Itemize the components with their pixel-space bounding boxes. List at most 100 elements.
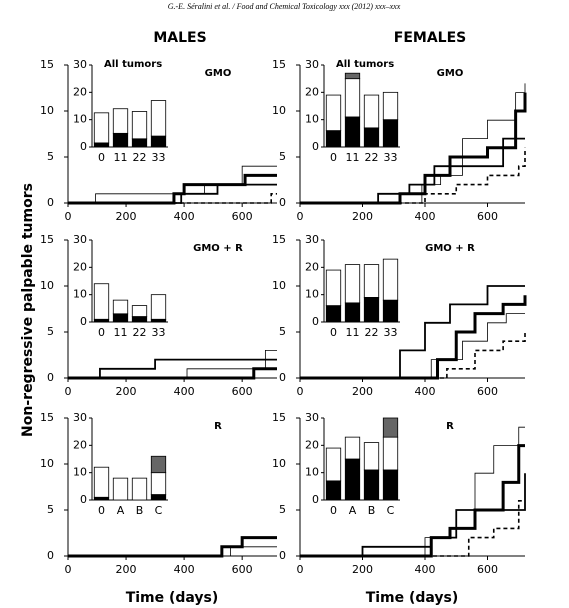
y-tick-label: 15 — [272, 233, 286, 246]
inset-y-tick-label: 30 — [73, 233, 87, 246]
bar-segment — [131, 305, 148, 317]
y-tick-label: 15 — [40, 411, 54, 424]
step-line — [68, 165, 277, 204]
step-line — [300, 500, 525, 557]
bar-segment — [150, 494, 167, 501]
y-tick-label: 10 — [40, 457, 54, 470]
inset-x-tick-label: 11 — [114, 151, 128, 164]
y-tick-label: 0 — [279, 196, 286, 209]
inset-y-tick-label: 0 — [312, 315, 319, 328]
x-tick-label: 600 — [477, 385, 498, 398]
inset-x-tick-label: 22 — [365, 151, 379, 164]
inset-y-tick-label: 10 — [305, 113, 319, 126]
inset-y-tick-label: 20 — [73, 438, 87, 451]
inset-x-tick-label: 33 — [384, 151, 398, 164]
inset-y-tick-label: 30 — [73, 411, 87, 424]
x-tick-label: 0 — [297, 563, 304, 576]
inset-y-tick-label: 30 — [305, 58, 319, 71]
inset-y-tick-label: 10 — [73, 113, 87, 126]
bar-segment — [325, 480, 342, 501]
column-title: FEMALES — [394, 30, 466, 46]
x-tick-label: 600 — [477, 210, 498, 223]
bar-segment — [325, 305, 342, 323]
y-tick-label: 0 — [47, 196, 54, 209]
panel-label: GMO — [205, 68, 232, 79]
bar-segment — [344, 264, 361, 304]
inset-x-tick-label: 0 — [330, 326, 337, 339]
bar-segment — [131, 138, 148, 148]
bar-segment — [93, 283, 110, 320]
inset-y-tick-label: 10 — [73, 466, 87, 479]
bar-segment — [150, 294, 167, 320]
inset-y-tick-label: 20 — [305, 85, 319, 98]
bar-segment — [150, 455, 167, 474]
inset-y-tick-label: 10 — [305, 466, 319, 479]
bar-segment — [93, 112, 110, 144]
x-tick-label: 200 — [116, 563, 137, 576]
bar-segment — [131, 111, 148, 140]
bar-segment — [344, 458, 361, 501]
x-tick-label: 0 — [65, 385, 72, 398]
inset-x-tick-label: 22 — [133, 326, 147, 339]
y-tick-label: 5 — [47, 503, 54, 516]
bar-segment — [112, 299, 129, 315]
bar-segment — [382, 258, 399, 301]
inset-x-tick-label: 0 — [330, 151, 337, 164]
bar-segment — [112, 108, 129, 134]
step-line — [300, 313, 525, 379]
x-tick-label: 0 — [65, 210, 72, 223]
bar-segment — [363, 264, 380, 298]
inset-x-tick-label: C — [387, 504, 395, 517]
bar-segment — [344, 302, 361, 323]
y-tick-label: 0 — [279, 371, 286, 384]
y-tick-label: 15 — [40, 58, 54, 71]
inset-y-tick-label: 10 — [73, 288, 87, 301]
inset-y-tick-label: 0 — [80, 493, 87, 506]
bar-segment — [363, 127, 380, 148]
bar-segment — [382, 417, 399, 438]
bar-segment — [325, 269, 342, 307]
inset-x-tick-label: 33 — [152, 326, 166, 339]
bar-segment — [112, 132, 129, 148]
step-line — [300, 332, 526, 379]
x-tick-label: 600 — [477, 563, 498, 576]
inset-y-tick-label: 0 — [80, 140, 87, 153]
inset-x-tick-label: 22 — [133, 151, 147, 164]
x-tick-label: 200 — [352, 210, 373, 223]
inset-y-tick-label: 0 — [80, 315, 87, 328]
y-tick-label: 0 — [47, 371, 54, 384]
inset-y-tick-label: 30 — [305, 411, 319, 424]
inset-y-tick-label: 20 — [305, 260, 319, 273]
inset-x-tick-label: A — [349, 504, 357, 517]
inset-y-tick-label: 20 — [305, 438, 319, 451]
bar-segment — [93, 318, 110, 323]
bar-segment — [325, 447, 342, 482]
y-axis-label: Non-regressive palpable tumors — [20, 183, 36, 437]
bar-segment — [382, 119, 399, 148]
bar-segment — [112, 477, 129, 501]
inset-x-tick-label: C — [155, 504, 163, 517]
inset-x-tick-label: 0 — [98, 151, 105, 164]
panel-label: GMO + R — [193, 243, 243, 254]
inset-y-tick-label: 0 — [312, 493, 319, 506]
x-tick-label: 600 — [232, 210, 253, 223]
inset-y-tick-label: 20 — [73, 260, 87, 273]
inset-x-tick-label: 33 — [384, 326, 398, 339]
bar-segment — [112, 313, 129, 323]
panel-label: GMO — [437, 68, 464, 79]
column-title: MALES — [153, 30, 206, 46]
step-line — [68, 536, 277, 558]
bar-segment — [93, 496, 110, 501]
inset-title: All tumors — [104, 59, 162, 70]
x-tick-label: 600 — [232, 385, 253, 398]
inset-y-tick-label: 10 — [305, 288, 319, 301]
bar-segment — [93, 142, 110, 148]
y-tick-label: 5 — [47, 325, 54, 338]
inset-y-tick-label: 20 — [73, 85, 87, 98]
inset-x-tick-label: 11 — [346, 151, 360, 164]
y-tick-label: 0 — [47, 549, 54, 562]
bar-segment — [150, 135, 167, 148]
x-tick-label: 0 — [65, 563, 72, 576]
bar-segment — [325, 94, 342, 131]
